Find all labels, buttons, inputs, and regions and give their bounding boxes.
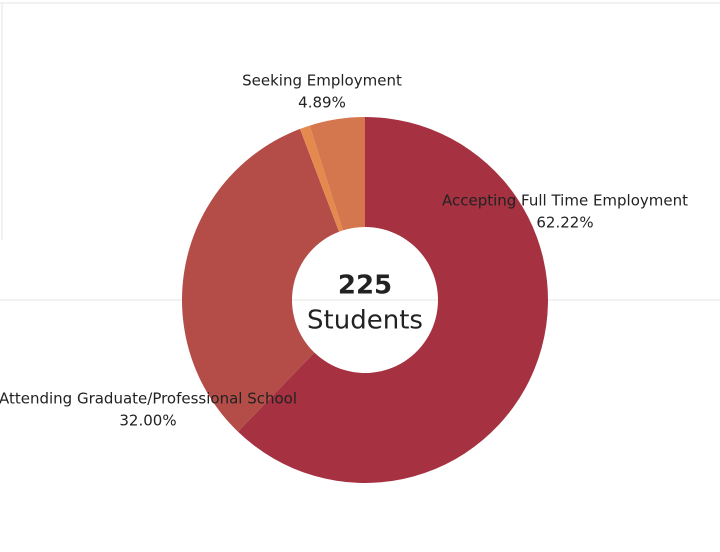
donut-slice [299, 125, 343, 232]
center-label: Students [307, 306, 423, 336]
slice-label: Accepting Full Time Employment [442, 192, 688, 210]
donut-slice [309, 117, 365, 231]
slice-value-label: 62.22% [536, 214, 593, 232]
donut-slice [237, 117, 549, 483]
slice-label: Seeking Employment [242, 72, 402, 90]
slice-value-label: 4.89% [298, 94, 346, 112]
slice-value-label: 32.00% [119, 412, 176, 430]
watermark: 知乎 @1234567890 [535, 512, 700, 532]
slice-label: Attending Graduate/Professional School [0, 390, 297, 408]
donut-slice [182, 128, 340, 432]
center-total: 225 [338, 271, 392, 301]
